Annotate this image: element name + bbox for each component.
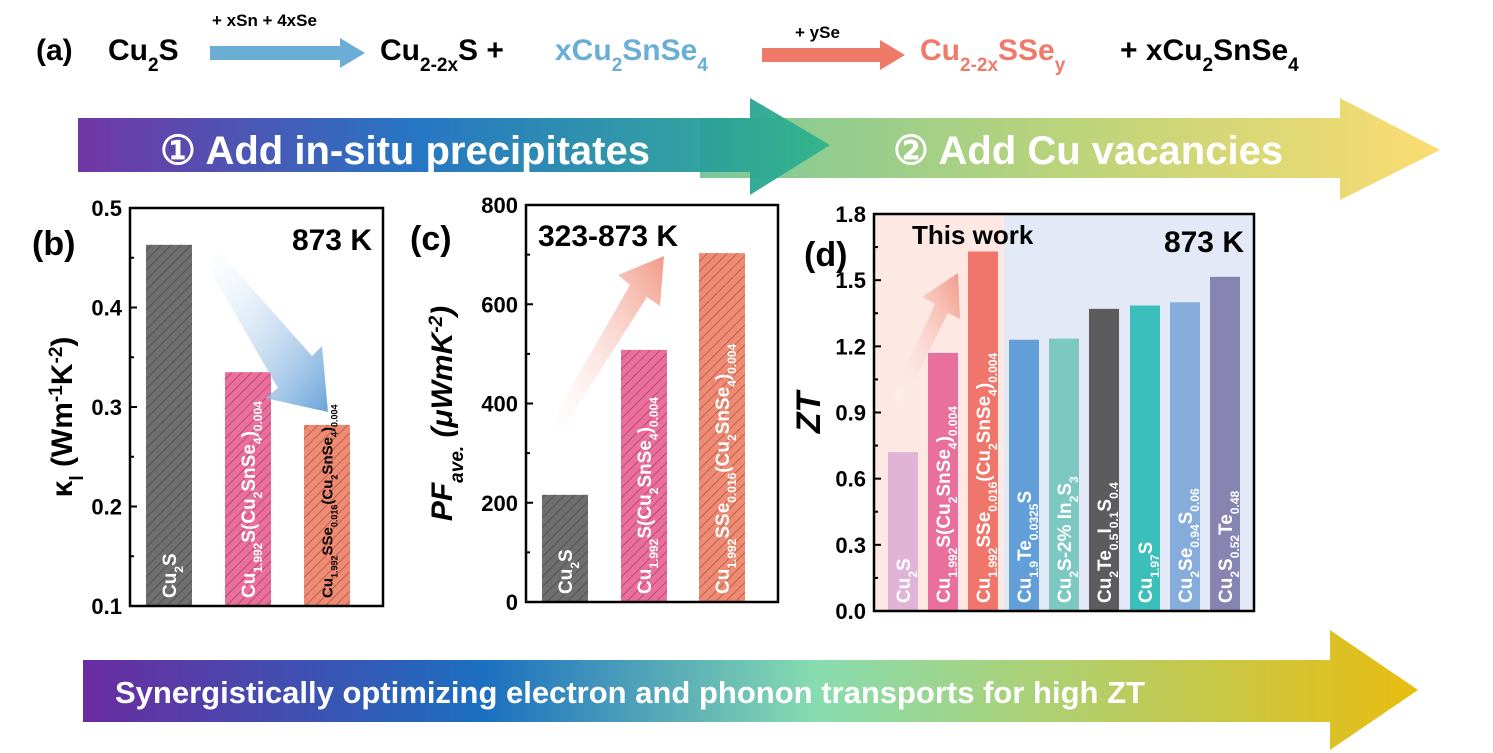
temperature-annotation: 873 K: [292, 224, 372, 257]
bar-hatch: [304, 424, 350, 606]
panel-label: (b): [32, 225, 75, 263]
step2-reagent: + ySe: [795, 23, 840, 42]
bottom-banner-arrow: [83, 630, 1418, 750]
region-label: This work: [912, 220, 1034, 250]
y-tick-label: 0.1: [91, 594, 122, 619]
y-tick-label: 600: [481, 292, 518, 317]
temperature-annotation: 873 K: [1164, 226, 1244, 259]
y-tick-label: 0.5: [91, 196, 122, 221]
y-tick-label: 0.3: [91, 395, 122, 420]
bar-label: Cu2Se0.94S0.06: [1176, 488, 1202, 603]
reaction-scheme: (a) Cu2S + xSn + 4xSe Cu2-2xS + xCu2SnSe…: [36, 11, 1299, 76]
bar: [1009, 339, 1039, 611]
bar-hatch: [699, 253, 745, 603]
bar-label: Cu1.992S(Cu2SnSe4)0.004: [239, 401, 265, 598]
bar-hatch: [621, 349, 667, 602]
bar: [928, 352, 958, 611]
y-tick-label: 0.2: [91, 495, 122, 520]
trend-up-arrow-icon: [891, 273, 960, 407]
bar-hatch: [225, 372, 271, 606]
y-tick-label: 800: [481, 193, 518, 218]
y-tick-label: 0.9: [835, 401, 866, 426]
bar-label: Cu1.992S(Cu2SnSe4)0.004: [934, 406, 960, 603]
bar-label: Cu2S: [556, 549, 582, 594]
bar-label: Cu2S: [160, 553, 186, 598]
bar: [1089, 308, 1119, 611]
chart-panel-c: Cu2S Cu1.992S(Cu2SnSe4)0.004 Cu1.992SSe0.0…: [410, 193, 780, 615]
bar-label: Cu2S: [894, 558, 920, 603]
panel-label: (d): [804, 236, 847, 274]
bar: [1210, 276, 1240, 611]
temperature-annotation: 323-873 K: [538, 220, 678, 253]
y-tick-label: 1.5: [835, 268, 866, 293]
charts: Cu2S Cu1.992S(Cu2SnSe4)0.004 Cu1.992SSe0.0…: [32, 193, 1256, 624]
y-axis-label: ZT: [790, 389, 828, 435]
product-b: + xCu2SnSe4: [1120, 34, 1299, 76]
y-tick-label: 1.8: [835, 202, 866, 227]
bar-label: Cu1.9Te0.0325S: [1015, 491, 1041, 603]
y-tick-label: 1.2: [835, 334, 866, 359]
y-axis-label: PFave. (μWmK-2): [426, 306, 468, 521]
step1-arrow-icon: [210, 38, 365, 68]
bar-hatch: [542, 494, 588, 602]
bar-label: Cu1.992SSe0.016(Cu2SnSe4)0.004: [974, 352, 1000, 603]
bar-label: Cu2Te0.5I0.1S0.4: [1095, 482, 1121, 603]
step1-reagent: + xSn + 4xSe: [212, 11, 317, 30]
y-tick-label: 200: [481, 491, 518, 516]
bar: [1170, 302, 1200, 611]
bar-label: Cu1.992S(Cu2SnSe4)0.004: [635, 397, 661, 594]
bar-label: Cu2S-2% In2S3: [1055, 476, 1081, 603]
bar: [968, 251, 998, 611]
banner-step1-arrow: [78, 98, 830, 195]
chart-panel-d: This work Cu2S Cu1.992S(Cu2SnSe4)0.004 Cu1.…: [790, 202, 1256, 624]
bar: [1130, 305, 1160, 611]
bar-label: Cu2S0.52Te0.48: [1216, 490, 1242, 603]
banner-step2-text: ② Add Cu vacancies: [893, 129, 1283, 173]
y-axis-label: κl (Wm-1K-2): [46, 337, 88, 498]
trend-up-arrow-icon: [548, 256, 664, 437]
y-tick-label: 0.3: [835, 533, 866, 558]
trend-down-arrow-icon: [205, 250, 328, 412]
y-tick-label: 0: [506, 590, 518, 615]
bottom-banner-text: Synergistically optimizing electron and …: [115, 675, 1145, 710]
bar-label: Cu1.992SSe0.016(Cu2SnSe4)0.004: [319, 405, 339, 599]
banner-step1-text: ① Add in-situ precipitates: [160, 129, 650, 173]
bar: [888, 452, 918, 611]
banner-step2-arrow: [700, 98, 1440, 200]
product-a: Cu2-2xSSey: [920, 34, 1066, 76]
y-tick-label: 400: [481, 392, 518, 417]
bar-hatch: [146, 244, 192, 606]
chart-panel-b: Cu2S Cu1.992S(Cu2SnSe4)0.004 Cu1.992SSe0.0…: [32, 196, 385, 619]
intermediate-b: xCu2SnSe4: [555, 34, 708, 76]
bar-label: Cu1.97S: [1136, 542, 1162, 603]
reactant: Cu2S: [108, 34, 179, 76]
bar-label: Cu1.992SSe0.016(Cu2SnSe4)0.004: [713, 343, 739, 594]
panel-label-a: (a): [36, 34, 73, 67]
y-tick-label: 0.4: [91, 296, 122, 321]
intermediate-a: Cu2-2xS +: [380, 34, 504, 76]
step2-arrow-icon: [762, 40, 905, 70]
bar: [1049, 338, 1079, 611]
panel-label: (c): [410, 220, 452, 258]
y-tick-label: 0.0: [835, 599, 866, 624]
y-tick-label: 0.6: [835, 467, 866, 492]
